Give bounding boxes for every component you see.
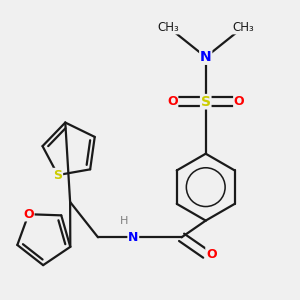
Text: O: O: [23, 208, 34, 221]
Text: CH₃: CH₃: [232, 21, 254, 34]
Text: CH₃: CH₃: [158, 21, 179, 34]
Text: O: O: [234, 95, 244, 108]
Text: S: S: [201, 95, 211, 109]
Text: N: N: [200, 50, 212, 64]
Text: N: N: [128, 231, 139, 244]
Text: H: H: [120, 216, 128, 226]
Text: S: S: [53, 169, 62, 182]
Text: O: O: [167, 95, 178, 108]
Text: O: O: [206, 248, 217, 260]
